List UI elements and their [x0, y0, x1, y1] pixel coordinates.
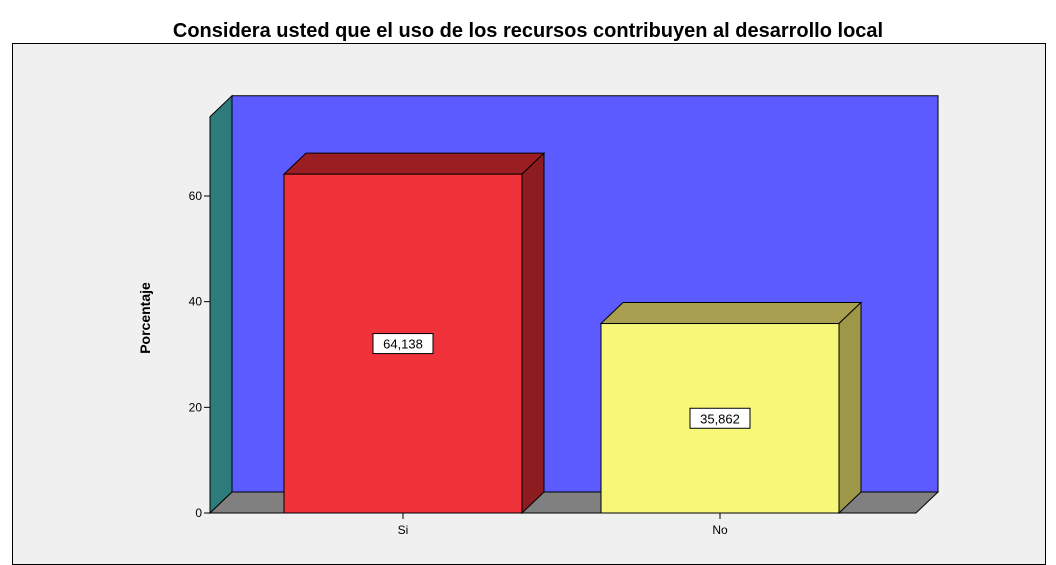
chart-title: Considera usted que el uso de los recurs…: [172, 20, 884, 42]
data-label-box: [689, 407, 751, 429]
bar-side-no: [838, 301, 862, 515]
y-tick-label: 0: [195, 506, 202, 520]
x-tick-label: No: [712, 523, 728, 537]
x-tick-label: Si: [398, 523, 409, 537]
data-label-box: [372, 333, 434, 355]
side-wall: [209, 94, 233, 515]
bar-side-si: [521, 151, 545, 515]
y-axis-label: Porcentaje: [137, 282, 153, 354]
data-label: 35,862: [700, 411, 740, 426]
y-tick-label: 20: [189, 400, 203, 414]
y-tick-label: 40: [189, 295, 203, 309]
bar-top-no: [599, 302, 863, 325]
bar-chart: 0 20 40 60 Porcentaje 64,138 Si 35,862 No: [137, 94, 940, 537]
y-tick-label: 60: [189, 189, 203, 203]
bar-top-si: [282, 152, 546, 175]
data-label: 64,138: [383, 337, 423, 352]
